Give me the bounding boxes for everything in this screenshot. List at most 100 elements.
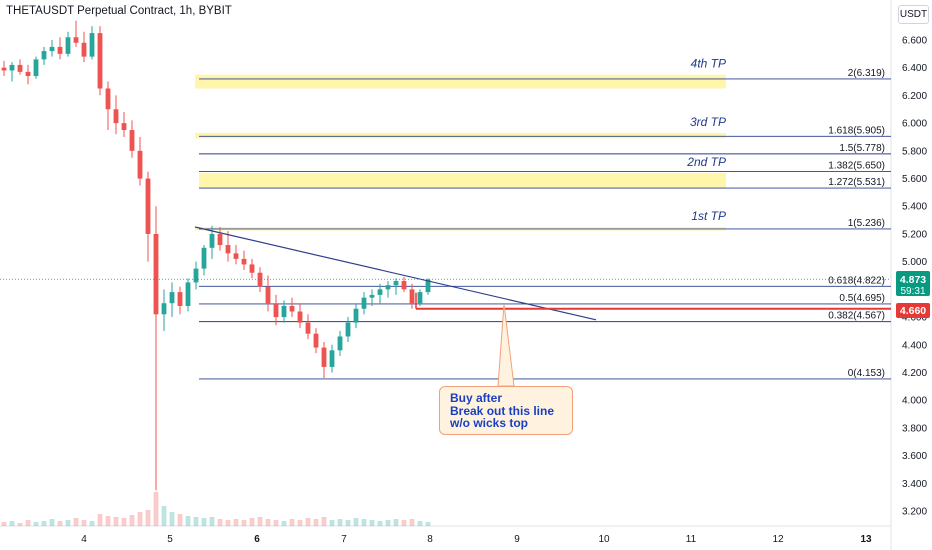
candle-body xyxy=(57,46,63,54)
candle-body xyxy=(265,286,271,304)
volume-bar xyxy=(105,516,111,526)
volume-bar xyxy=(33,522,39,526)
callout-line-2: Break out this line xyxy=(450,403,555,418)
trade-note-callout[interactable]: Buy after Break out this line w/o wicks … xyxy=(439,386,573,435)
y-tick-label: 3.600 xyxy=(902,451,927,462)
volume-bar xyxy=(353,518,359,526)
candle-body xyxy=(137,150,143,179)
volume-bar xyxy=(417,521,423,526)
x-tick-label: 5 xyxy=(167,534,173,545)
volume-bar xyxy=(25,520,31,526)
drawings[interactable] xyxy=(0,226,891,387)
volume-bar xyxy=(73,518,79,526)
candle-body xyxy=(297,311,303,323)
volume-bar xyxy=(65,520,71,526)
candle-body xyxy=(225,245,231,254)
x-tick-label: 6 xyxy=(254,534,260,545)
candle-body xyxy=(49,46,55,52)
volume-bar xyxy=(225,520,231,526)
y-tick-label: 6.000 xyxy=(902,119,927,130)
candle-body xyxy=(193,268,199,283)
volume-bar xyxy=(9,521,15,526)
volume-bars xyxy=(1,492,431,526)
tp-zone-label: 2nd TP xyxy=(686,155,726,169)
volume-bar xyxy=(249,518,255,526)
price-axis[interactable]: 6.600 6.400 6.200 6.000 5.800 5.600 5.400 5.200… xyxy=(902,36,927,518)
y-tick-label: 5.600 xyxy=(902,174,927,185)
candle-body xyxy=(377,289,383,295)
volume-bar xyxy=(185,516,191,526)
volume-bar xyxy=(305,518,311,526)
volume-bar xyxy=(217,519,223,526)
y-tick-label: 4.200 xyxy=(902,368,927,379)
tp-zone-label: 1st TP xyxy=(691,209,726,223)
tp-zone-label: 3rd TP xyxy=(690,115,726,129)
candle-body xyxy=(121,123,127,131)
time-axis[interactable]: 4 5 6 7 8 9 10 11 12 13 xyxy=(81,534,872,545)
volume-bar xyxy=(193,517,199,526)
candle-timer: 59:31 xyxy=(900,286,925,297)
callout-line-1: Buy after xyxy=(450,391,503,405)
trendline xyxy=(194,226,597,321)
candle-body xyxy=(9,64,15,71)
candle-body xyxy=(281,305,287,318)
volume-bar xyxy=(169,512,175,526)
volume-bar xyxy=(129,515,135,526)
candle-body xyxy=(249,264,255,273)
volume-bar xyxy=(17,523,23,526)
candle-body xyxy=(1,67,7,71)
volume-bar xyxy=(209,517,215,526)
candle-body xyxy=(33,59,39,77)
fib-level-label: 0.618(4.822) xyxy=(828,275,885,286)
candle-body xyxy=(73,37,79,43)
candle-body xyxy=(369,294,375,298)
volume-bar xyxy=(57,521,63,526)
fib-level-label: 2(6.319) xyxy=(848,68,885,79)
candle-body xyxy=(345,322,351,337)
candle-body xyxy=(97,33,103,89)
x-tick-label: 10 xyxy=(598,534,610,545)
candle-body xyxy=(313,333,319,348)
candle-body xyxy=(105,88,111,110)
x-tick-label: 13 xyxy=(860,534,872,545)
volume-bar xyxy=(369,520,375,526)
fib-extension[interactable]: 2(6.319) 1.618(5.905) 1.5(5.778) 1.382(5.65… xyxy=(199,68,891,380)
volume-bar xyxy=(289,519,295,526)
candles xyxy=(1,20,431,491)
volume-bar xyxy=(273,520,279,526)
candle-body xyxy=(113,109,119,124)
candle-body xyxy=(25,71,31,77)
candle-body xyxy=(65,37,71,54)
y-tick-label: 5.000 xyxy=(902,257,927,268)
y-tick-label: 4.000 xyxy=(902,396,927,407)
tp-zone xyxy=(195,74,726,89)
candle-body xyxy=(337,336,343,351)
volume-bar xyxy=(145,510,151,526)
current-price-badge: 4.873 59:31 xyxy=(896,271,930,297)
x-tick-label: 8 xyxy=(427,534,433,545)
y-tick-label: 3.400 xyxy=(902,479,927,490)
volume-bar xyxy=(161,506,167,526)
currency-button[interactable]: USDT xyxy=(898,5,929,24)
fib-level-label: 0(4.153) xyxy=(848,368,885,379)
volume-bar xyxy=(345,520,351,526)
x-tick-label: 7 xyxy=(341,534,347,545)
candle-body xyxy=(329,350,335,367)
volume-bar xyxy=(401,520,407,526)
fib-level-label: 1.618(5.905) xyxy=(828,125,885,136)
candle-body xyxy=(185,282,191,306)
fib-level-label: 0.5(4.695) xyxy=(839,293,885,304)
volume-bar xyxy=(113,517,119,526)
volume-bar xyxy=(337,519,343,526)
candle-body xyxy=(169,292,175,304)
y-tick-label: 4.400 xyxy=(902,340,927,351)
volume-bar xyxy=(393,519,399,526)
volume-bar xyxy=(81,520,87,526)
volume-bar xyxy=(89,521,95,526)
chart-title: THETAUSDT Perpetual Contract, 1h, BYBIT xyxy=(6,5,232,17)
volume-bar xyxy=(313,519,319,526)
candle-body xyxy=(393,281,399,286)
volume-bar xyxy=(177,514,183,526)
candle-body xyxy=(321,347,327,367)
